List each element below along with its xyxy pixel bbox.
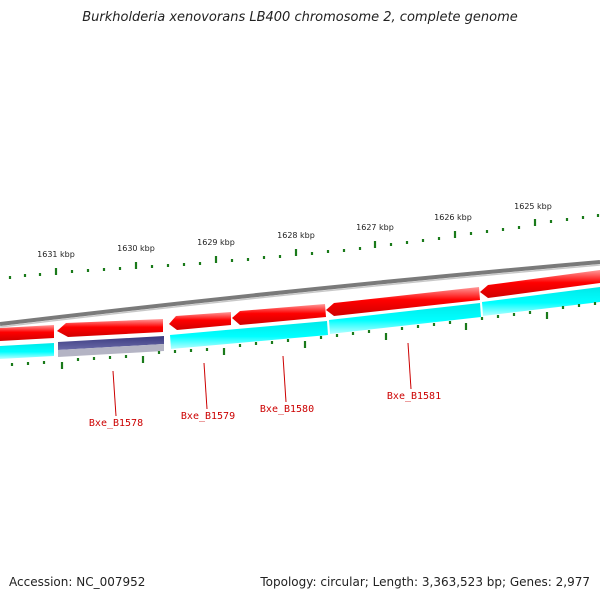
topology-label: Topology: circular; Length: 3,363,523 bp… <box>260 575 590 589</box>
gene-feature[interactable] <box>0 343 54 359</box>
gene-feature[interactable] <box>232 304 326 325</box>
gene-feature[interactable] <box>0 325 54 341</box>
reverse-strand-genes <box>0 287 600 359</box>
ruler-label: 1628 kbp <box>277 231 315 240</box>
ruler-label: 1629 kbp <box>197 238 235 247</box>
gene-feature[interactable] <box>480 270 600 298</box>
ruler-label: 1625 kbp <box>514 202 552 211</box>
inner-tick-ring <box>10 302 597 369</box>
gene-label-leaders <box>112 342 412 417</box>
forward-strand-genes <box>0 270 600 341</box>
gene-feature[interactable] <box>482 287 600 316</box>
gene-feature[interactable] <box>58 336 164 350</box>
gene-feature[interactable] <box>58 344 164 357</box>
genome-title: Burkholderia xenovorans LB400 chromosome… <box>82 10 518 25</box>
ruler-label: 1626 kbp <box>434 213 472 222</box>
gene-label[interactable]: Bxe_B1579 <box>181 411 235 422</box>
gene-feature[interactable] <box>170 321 328 349</box>
ruler-label: 1631 kbp <box>37 250 75 259</box>
gene-labels: Bxe_B1578 Bxe_B1579 Bxe_B1580 Bxe_B1581 <box>89 391 441 429</box>
gene-feature[interactable] <box>326 287 480 316</box>
gene-feature[interactable] <box>169 312 231 330</box>
outer-tick-ring <box>8 214 600 279</box>
ruler-label: 1630 kbp <box>117 244 155 253</box>
gene-label[interactable]: Bxe_B1580 <box>260 404 314 415</box>
gene-feature[interactable] <box>57 319 163 337</box>
accession-label: Accession: NC_007952 <box>9 575 146 589</box>
gene-label[interactable]: Bxe_B1581 <box>387 391 441 402</box>
ruler-label: 1627 kbp <box>356 223 394 232</box>
gene-label[interactable]: Bxe_B1578 <box>89 418 143 429</box>
backbone-ring <box>0 260 600 326</box>
ruler-labels: 1631 kbp 1630 kbp 1629 kbp 1628 kbp 1627… <box>37 202 552 259</box>
gene-feature[interactable] <box>329 303 481 334</box>
